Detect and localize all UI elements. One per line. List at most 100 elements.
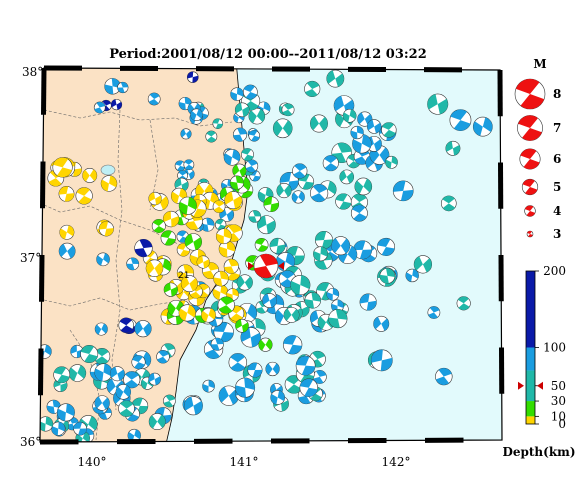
- event-mechanism: [235, 377, 256, 398]
- event-mechanism: [210, 337, 224, 351]
- event-mechanism: [392, 180, 414, 202]
- event-mechanism: [51, 421, 66, 436]
- event-mechanism: [247, 362, 263, 378]
- event-mechanism: [94, 322, 108, 336]
- depth-marker-left: [518, 381, 524, 390]
- event-mechanism: [160, 230, 177, 246]
- event-mechanism: [190, 108, 203, 122]
- magnitude-legend-symbol: [521, 178, 539, 196]
- event-mechanism: [118, 317, 134, 334]
- event-mechanism: [178, 196, 197, 215]
- event-mechanism: [350, 204, 368, 222]
- event-mechanism: [304, 80, 321, 97]
- event-mechanism: [56, 403, 75, 422]
- event-mechanism: [131, 355, 146, 370]
- magnitude-legend-symbol: [524, 205, 536, 217]
- depth-scale-title: Depth(km): [502, 445, 575, 459]
- event-mechanism: [134, 238, 153, 258]
- frame-bar-left: [40, 161, 46, 209]
- lake: [100, 164, 116, 176]
- event-mechanism: [148, 413, 166, 431]
- event-mechanism: [427, 306, 441, 319]
- event-mechanism: [212, 118, 224, 129]
- event-mechanism: [151, 218, 166, 233]
- event-mechanism: [236, 274, 253, 291]
- event-mechanism: [299, 378, 318, 397]
- event-mechanism: [163, 282, 178, 297]
- mainshock-marker-left: [248, 262, 254, 270]
- depth-band: [526, 271, 535, 348]
- event-mechanism: [201, 307, 216, 323]
- depth-tick-label: 10: [551, 409, 566, 423]
- event-mechanism: [82, 168, 98, 183]
- frame-bar-left: [39, 254, 45, 302]
- event-mechanism: [350, 125, 364, 140]
- event-mechanism: [282, 335, 303, 355]
- event-mechanism: [413, 255, 433, 274]
- event-mechanism: [118, 400, 135, 417]
- event-mechanism: [230, 87, 244, 101]
- event-mechanism: [373, 315, 390, 332]
- magnitude-legend-symbol: [514, 78, 546, 110]
- event-mechanism: [178, 304, 196, 322]
- event-mechanism: [245, 159, 259, 173]
- event-mechanism: [292, 163, 308, 179]
- event-mechanism: [94, 363, 113, 382]
- earthquake-events: [40, 69, 493, 442]
- event-mechanism: [326, 69, 345, 88]
- magnitude-legend: 8 7 6 5 4 3: [514, 78, 561, 241]
- event-mechanism: [180, 275, 198, 293]
- magnitude-legend-label: 8: [553, 87, 561, 101]
- event-mechanism: [435, 367, 453, 386]
- event-mechanism: [162, 394, 176, 408]
- event-mechanism: [123, 371, 141, 389]
- depth-marker-right: [537, 381, 543, 390]
- event-mechanism: [232, 163, 247, 178]
- magnitude-legend-symbol: [517, 115, 543, 141]
- event-mechanism: [52, 157, 73, 178]
- event-mechanism: [440, 195, 457, 212]
- event-mechanism: [183, 396, 203, 416]
- depth-tick-label: 100: [543, 341, 566, 355]
- event-mechanism: [313, 246, 328, 262]
- event-mechanism: [213, 321, 234, 343]
- event-mechanism: [98, 221, 114, 237]
- boundary-line: [43, 297, 186, 311]
- depth-tick-label: 200: [543, 264, 566, 278]
- lat-label-36: 36°: [20, 435, 41, 449]
- event-mechanism: [370, 349, 393, 372]
- event-mechanism: [156, 350, 170, 364]
- magnitude-legend-title: M: [533, 57, 546, 71]
- event-mechanism: [94, 395, 110, 411]
- event-mechanism: [359, 293, 377, 311]
- lat-label-37: 37°: [20, 251, 41, 265]
- event-mechanism: [212, 200, 226, 213]
- event-mechanism: [331, 142, 353, 164]
- event-mechanism: [445, 140, 461, 156]
- event-mechanism: [248, 129, 261, 142]
- event-mechanism: [310, 114, 328, 133]
- event-mechanism: [331, 299, 344, 313]
- event-mechanism: [381, 122, 397, 138]
- event-annotation: 21: [178, 271, 189, 281]
- event-mechanism: [243, 84, 258, 100]
- event-mechanism: [234, 102, 250, 118]
- event-mechanism: [80, 345, 99, 364]
- event-mechanism: [196, 255, 210, 269]
- event-mechanism: [335, 193, 352, 210]
- magnitude-legend-symbol: [519, 148, 541, 170]
- event-mechanism: [283, 307, 300, 323]
- event-mechanism: [379, 268, 396, 284]
- event-mechanism: [75, 187, 93, 205]
- frame-bar-left: [41, 67, 47, 115]
- map-title: Period:2001/08/12 00:00--2011/08/12 03:2…: [109, 47, 427, 62]
- event-mechanism: [270, 390, 286, 405]
- event-mechanism: [449, 109, 472, 131]
- event-mechanism: [314, 230, 333, 249]
- event-mechanism: [262, 293, 277, 309]
- event-mechanism: [40, 416, 54, 432]
- event-mechanism: [217, 296, 235, 314]
- event-mechanism: [68, 364, 87, 382]
- event-mechanism: [228, 353, 248, 372]
